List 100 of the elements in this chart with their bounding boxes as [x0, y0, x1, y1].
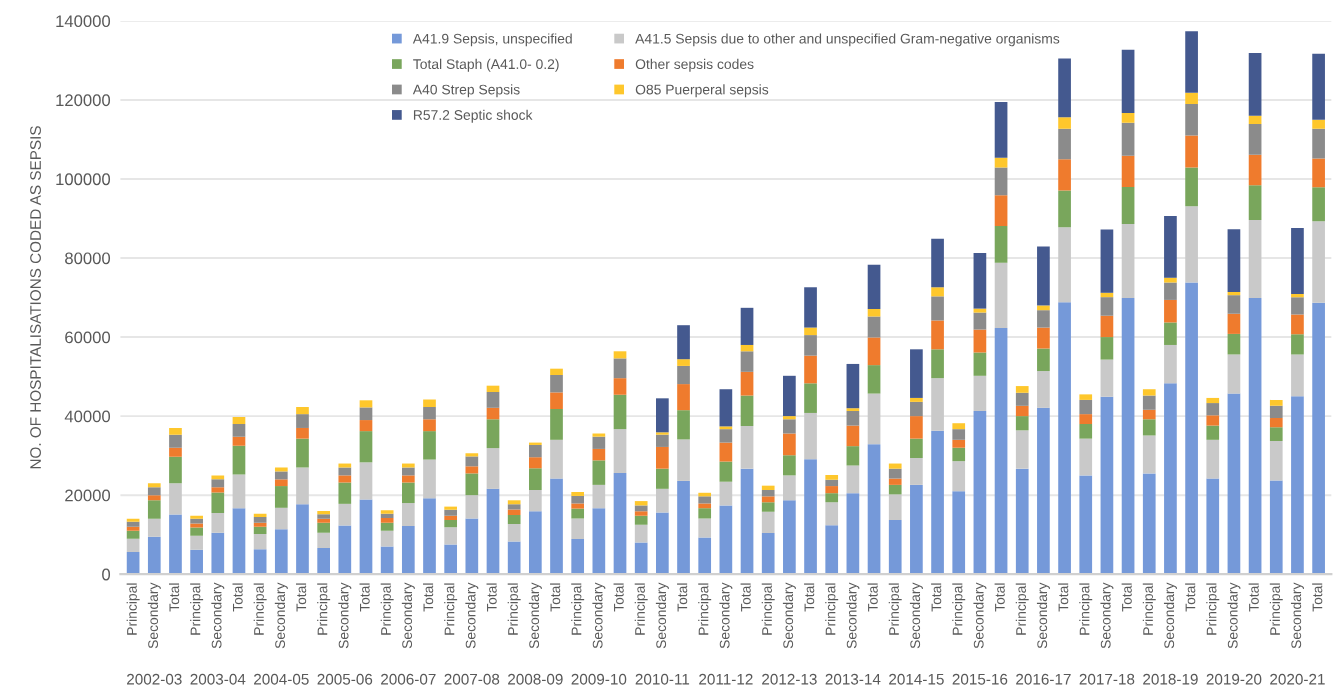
bar: [465, 518, 479, 575]
y-tick-label: 20000: [65, 489, 111, 502]
bar: [423, 399, 436, 408]
bar: [613, 473, 627, 575]
bar: [1291, 297, 1304, 315]
bar: [1121, 155, 1135, 187]
bar: [719, 429, 733, 443]
bar: [1312, 187, 1325, 222]
bar: [761, 533, 775, 575]
bar: [401, 475, 415, 483]
bar: [380, 513, 394, 519]
bar: [274, 479, 288, 487]
bar: [1037, 407, 1050, 575]
bar: [1100, 396, 1114, 575]
bar: [1206, 439, 1220, 479]
bar: [719, 505, 733, 575]
bar: [973, 352, 987, 376]
bar: [1269, 480, 1283, 575]
bar: [465, 473, 479, 496]
bar: [1015, 468, 1029, 575]
bar: [507, 541, 521, 575]
bar: [1269, 405, 1283, 419]
bar: [761, 502, 775, 512]
bar: [592, 460, 606, 485]
bar: [1206, 403, 1220, 416]
y-tick-label: 60000: [65, 331, 111, 344]
bar: [1079, 424, 1093, 439]
bar: [211, 487, 225, 493]
bar: [1142, 435, 1156, 474]
bar: [740, 425, 754, 469]
bar: [1079, 475, 1093, 575]
bar: [359, 462, 373, 500]
bar: [1227, 333, 1241, 355]
bar: [613, 351, 627, 359]
bar: [1100, 337, 1114, 360]
bar: [1015, 392, 1029, 406]
bar: [486, 448, 500, 489]
bar: [867, 264, 881, 309]
bar: [190, 535, 203, 550]
bar: [677, 410, 690, 440]
bar: [1291, 314, 1304, 335]
bar: [1227, 354, 1241, 394]
bar: [1269, 399, 1283, 406]
bar: [973, 329, 987, 353]
bar: [274, 507, 288, 530]
bar: [719, 442, 733, 462]
bar: [1015, 405, 1029, 417]
bar: [253, 533, 267, 550]
bar: [550, 439, 563, 479]
bar: [571, 518, 585, 540]
bar: [1291, 396, 1304, 575]
bar: [931, 287, 944, 297]
bar: [634, 515, 648, 525]
bar: [401, 503, 415, 526]
bar: [592, 436, 606, 449]
bar: [338, 482, 352, 504]
bar: [1015, 430, 1029, 469]
bar: [444, 509, 458, 516]
bar: [1164, 282, 1177, 300]
bar: [317, 522, 330, 533]
bar: [550, 408, 563, 440]
bar: [1164, 216, 1177, 278]
bar: [1058, 190, 1071, 228]
bar: [1142, 473, 1156, 575]
bar: [147, 518, 161, 537]
bar: [486, 385, 500, 392]
bar: [1121, 122, 1135, 156]
bar: [846, 493, 860, 575]
bar: [423, 419, 436, 432]
bar: [317, 548, 330, 575]
bar: [634, 542, 648, 575]
bar: [1164, 322, 1177, 345]
bar: [952, 439, 966, 448]
bar: [550, 392, 563, 409]
bar: [1227, 295, 1241, 314]
bar: [719, 389, 733, 427]
bar: [677, 359, 690, 366]
bar: [423, 431, 436, 460]
bar: [232, 474, 246, 509]
bar: [592, 484, 606, 509]
bar: [931, 238, 944, 288]
y-tick-label: 120000: [56, 94, 111, 107]
bar: [994, 157, 1008, 168]
bar: [1121, 186, 1135, 225]
bar: [1269, 441, 1283, 481]
bar: [1164, 344, 1177, 384]
bar: [486, 488, 500, 575]
bar: [338, 525, 352, 575]
bar: [232, 436, 246, 446]
bar: [359, 407, 373, 421]
bar: [613, 429, 627, 474]
bar: [401, 525, 415, 575]
bar: [867, 337, 881, 366]
bar: [169, 427, 182, 435]
y-tick-label: 80000: [65, 252, 111, 265]
bar: [169, 447, 182, 457]
bar: [1164, 299, 1177, 323]
bar: [825, 502, 839, 526]
bar: [1312, 119, 1325, 129]
y-tick-label: 0: [102, 568, 111, 581]
